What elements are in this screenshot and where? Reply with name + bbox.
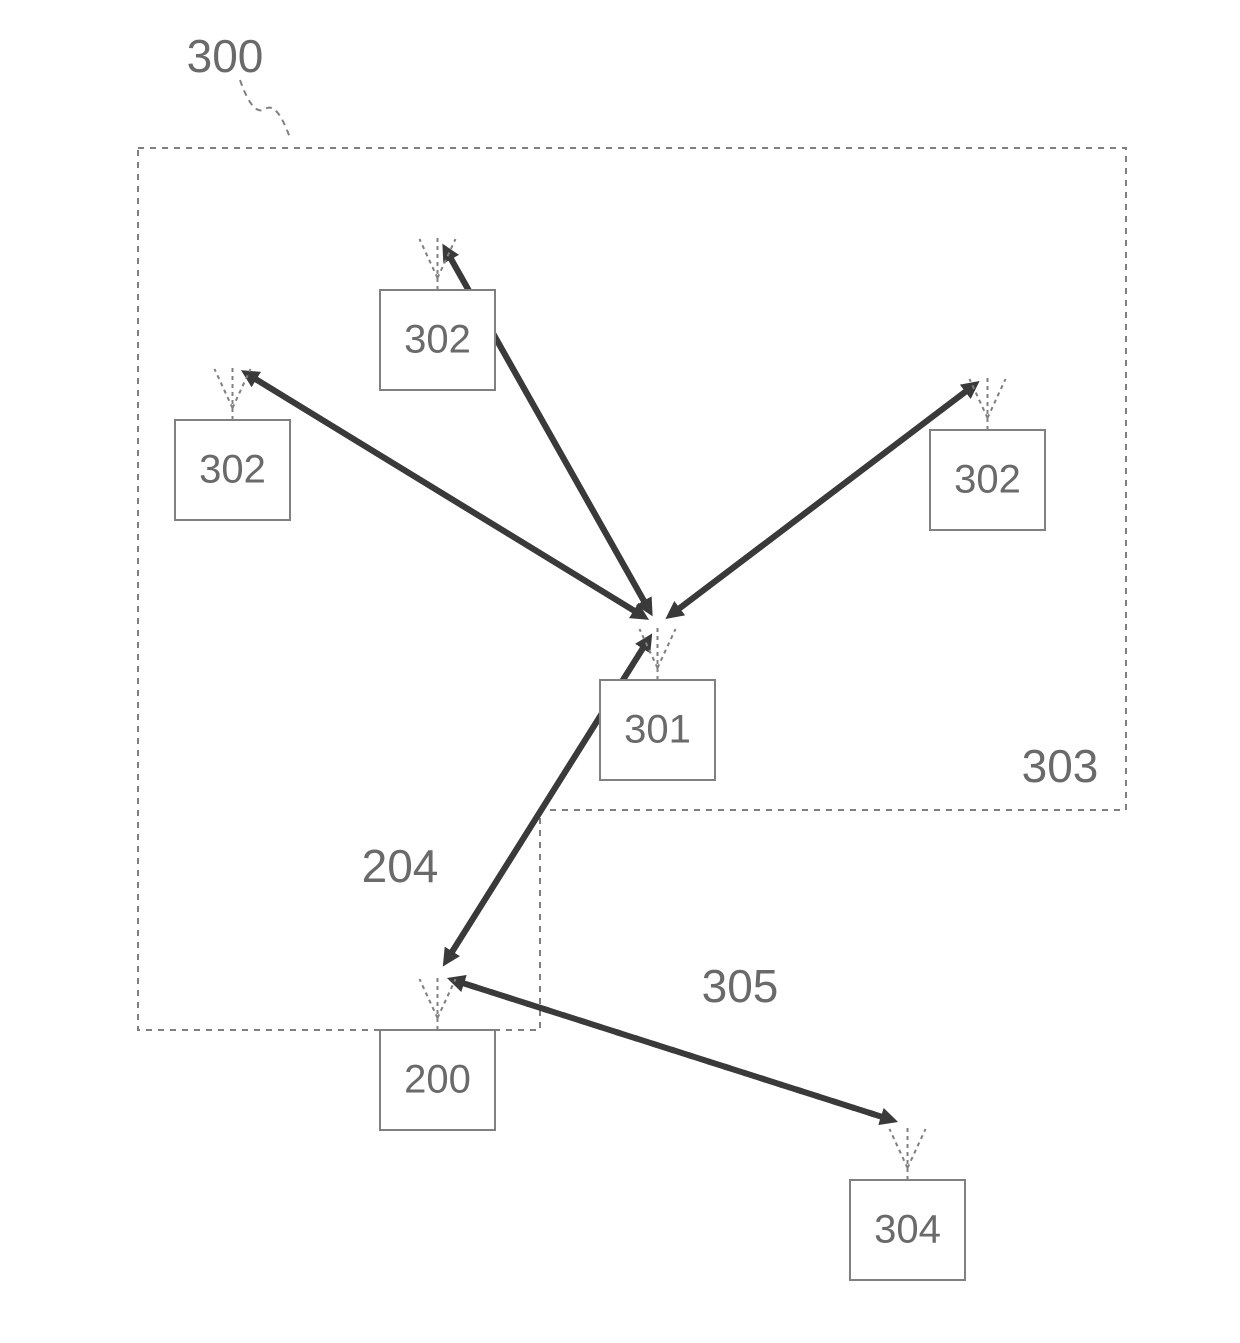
diagram-canvas: 300 302 302 302 301 200 304 303 204 305 <box>0 0 1240 1343</box>
antenna-icon <box>640 625 676 680</box>
node-302: 302 <box>380 290 495 390</box>
node-label: 302 <box>404 318 471 362</box>
node-label: 302 <box>199 448 266 492</box>
label-305: 305 <box>702 960 779 1012</box>
node-302: 302 <box>175 420 290 520</box>
node-label: 200 <box>404 1058 471 1102</box>
label-300: 300 <box>187 30 264 82</box>
leader-300 <box>240 80 290 138</box>
node-304: 304 <box>850 1180 965 1280</box>
label-303: 303 <box>1022 740 1099 792</box>
link <box>672 386 973 614</box>
node-302: 302 <box>930 430 1045 530</box>
antenna-icon <box>970 375 1006 430</box>
antenna-icon <box>420 975 456 1030</box>
label-204: 204 <box>362 840 439 892</box>
node-label: 301 <box>624 708 691 752</box>
node-200: 200 <box>380 1030 495 1130</box>
node-label: 304 <box>874 1208 941 1252</box>
node-301: 301 <box>600 680 715 780</box>
boundary-303 <box>138 148 1126 1030</box>
node-label: 302 <box>954 458 1021 502</box>
antenna-icon <box>890 1125 926 1180</box>
